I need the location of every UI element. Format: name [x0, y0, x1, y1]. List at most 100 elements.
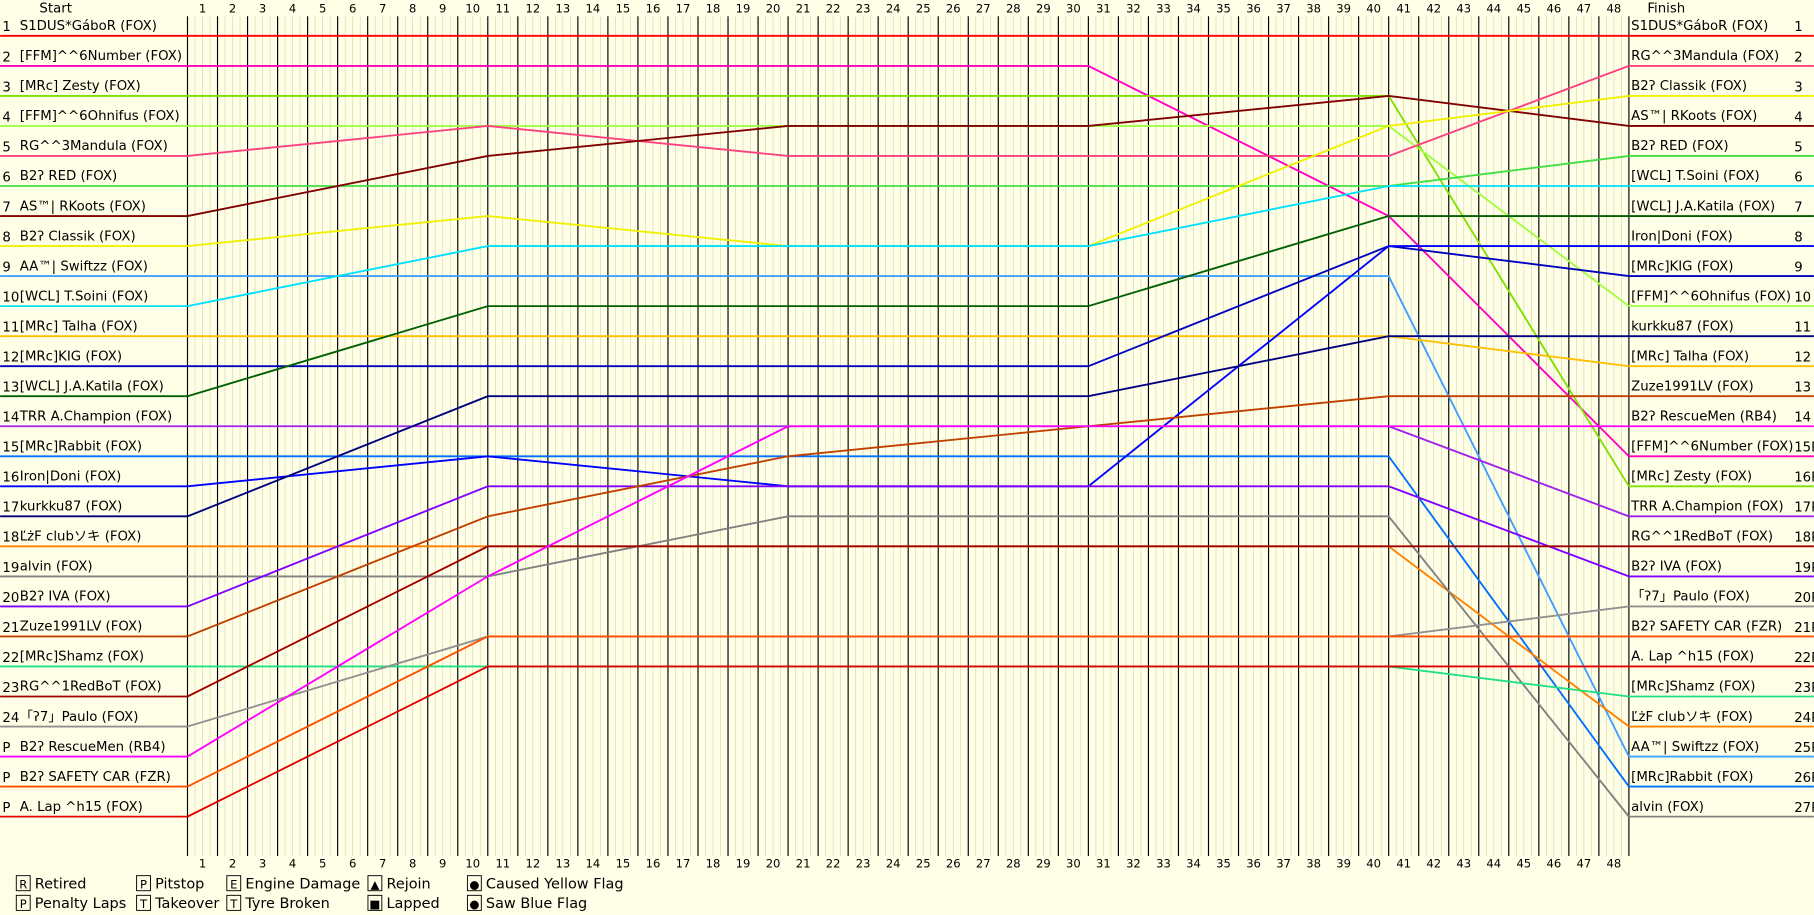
legend-symbol: ■ — [369, 897, 380, 911]
start-position: 3 — [2, 80, 10, 95]
start-position: 2 — [2, 50, 10, 65]
finish-position: 27P — [1794, 801, 1814, 816]
finish-position: 3 — [1794, 80, 1802, 95]
lap-label: 22 — [826, 857, 841, 871]
lap-label: 14 — [586, 2, 601, 16]
lap-label: 15 — [616, 857, 631, 871]
lap-label: 32 — [1126, 857, 1141, 871]
lap-label: 42 — [1426, 857, 1441, 871]
lap-label: 24 — [886, 2, 901, 16]
lap-label: 18 — [706, 857, 721, 871]
driver-trace — [187, 515, 1630, 818]
driver-start-name: Iron|Doni (FOX) — [20, 470, 122, 485]
start-position: P — [2, 741, 10, 756]
lap-label: 12 — [525, 2, 540, 16]
lap-label: 27 — [976, 2, 991, 16]
legend-icon — [136, 875, 151, 892]
driver-trace — [187, 545, 1629, 698]
driver-finish-name: Iron|Doni (FOX) — [1631, 229, 1733, 244]
finish-position: 18P — [1794, 531, 1814, 546]
legend-label: Takeover — [154, 896, 219, 912]
finish-position: 26P — [1794, 771, 1814, 786]
driver-start-name: [MRc]KIG (FOX) — [20, 349, 122, 364]
driver-start-name: B2ʔ IVA (FOX) — [20, 590, 111, 605]
finish-position: 7 — [1794, 200, 1802, 215]
driver-start-name: B2ʔ RescueMen (RB4) — [20, 740, 166, 755]
start-position: 10 — [2, 290, 19, 305]
start-position: 5 — [2, 140, 10, 155]
driver-finish-name: A. Lap ^h15 (FOX) — [1631, 650, 1754, 665]
legend-symbol: P — [140, 877, 147, 891]
lap-label: 24 — [886, 857, 901, 871]
driver-trace — [187, 94, 1630, 217]
lap-label: 22 — [826, 2, 841, 16]
finish-position: 11 — [1794, 321, 1811, 336]
lap-label: 3 — [259, 857, 266, 871]
lap-label: 25 — [916, 2, 931, 16]
finish-position: 20P — [1794, 591, 1814, 606]
driver-trace — [187, 215, 1629, 398]
finish-heading: Finish — [1647, 2, 1685, 17]
start-position: P — [2, 801, 10, 816]
start-position: 22 — [2, 651, 19, 666]
legend-icon — [136, 894, 151, 911]
finish-position: 23P — [1794, 681, 1814, 696]
driver-finish-name: RG^^3Mandula (FOX) — [1631, 49, 1779, 64]
legend-label: Saw Blue Flag — [486, 896, 587, 912]
driver-finish-name: B2ʔ RescueMen (RB4) — [1631, 409, 1777, 424]
driver-finish-name: [MRc]KIG (FOX) — [1631, 259, 1733, 274]
driver-trace — [187, 635, 1629, 788]
lap-label: 13 — [556, 857, 571, 871]
finish-position: 19P — [1794, 561, 1814, 576]
driver-start-name: [MRc] Zesty (FOX) — [20, 79, 141, 94]
driver-start-name: TRR A.Champion (FOX) — [19, 409, 172, 424]
lap-label: 6 — [349, 2, 356, 16]
lap-label: 5 — [319, 2, 326, 16]
driver-trace — [187, 155, 1630, 187]
driver-finish-name: ĽżF clubソキ (FOX) — [1631, 710, 1753, 725]
legend-symbol: P — [20, 897, 27, 911]
finish-position: 4 — [1794, 110, 1802, 125]
lap-label: 2 — [229, 857, 236, 871]
lap-label: 9 — [439, 857, 446, 871]
driver-start-name: ĽżF clubソキ (FOX) — [20, 530, 142, 545]
driver-finish-name: [WCL] J.A.Katila (FOX) — [1631, 199, 1775, 214]
legend-symbol: ● — [469, 877, 479, 891]
start-heading: Start — [39, 2, 71, 17]
lap-label: 7 — [379, 2, 386, 16]
lap-label: 44 — [1486, 857, 1501, 871]
finish-position: 13 — [1794, 381, 1811, 396]
lap-label: 48 — [1607, 2, 1622, 16]
lap-label: 23 — [856, 2, 871, 16]
lap-label: 33 — [1156, 2, 1171, 16]
lap-label: 35 — [1216, 857, 1231, 871]
driver-start-name: Zuze1991LV (FOX) — [20, 620, 143, 635]
lap-label: 34 — [1186, 2, 1201, 16]
start-position: 11 — [2, 321, 19, 336]
lap-label: 8 — [409, 2, 416, 16]
lap-label: 31 — [1096, 857, 1111, 871]
driver-finish-name: AA™| Swiftzz (FOX) — [1631, 740, 1759, 755]
driver-finish-name: S1DUS*GáboR (FOX) — [1631, 18, 1768, 34]
driver-trace — [187, 335, 1629, 518]
lap-label: 40 — [1366, 857, 1381, 871]
driver-start-name: AA™| Swiftzz (FOX) — [20, 259, 148, 274]
start-position: 17 — [2, 501, 19, 516]
driver-trace — [187, 425, 1629, 758]
start-position: 1 — [2, 20, 10, 35]
lap-label: 17 — [676, 857, 691, 871]
lap-label: 5 — [319, 857, 326, 871]
driver-trace — [187, 94, 1630, 487]
legend-icon — [226, 894, 242, 911]
driver-finish-name: [FFM]^^6Ohnifus (FOX) — [1631, 289, 1791, 304]
start-position: 6 — [2, 170, 10, 185]
lap-label: 37 — [1276, 2, 1291, 16]
lap-label: 10 — [465, 857, 480, 871]
lap-label: 12 — [525, 857, 540, 871]
finish-position: 9 — [1794, 260, 1802, 275]
finish-position: 21P — [1794, 621, 1814, 636]
legend-label: Caused Yellow Flag — [486, 876, 624, 892]
finish-position: 16P — [1794, 471, 1814, 486]
lap-label: 36 — [1246, 857, 1261, 871]
start-position: 13 — [2, 381, 19, 396]
